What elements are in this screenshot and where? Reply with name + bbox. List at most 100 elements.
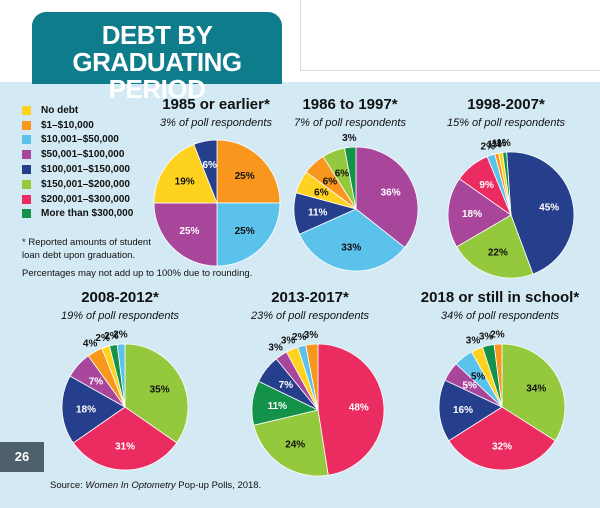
pie-data-label: 16% [453, 405, 473, 416]
pie-data-label: 25% [235, 226, 255, 237]
chart-title: 1985 or earlier* [162, 96, 270, 113]
pie-data-label: 1% [496, 138, 511, 149]
pie-data-label: 25% [235, 171, 255, 182]
legend-label: $10,001–$50,000 [41, 134, 119, 146]
pie-data-label: 4% [83, 338, 98, 349]
pie-data-label: 3% [466, 336, 481, 347]
pie-2013-2017: 48%24%11%7%3%3%2%3% [251, 330, 385, 477]
pie-slice [124, 343, 189, 444]
pie-data-label: 2% [113, 330, 128, 341]
legend-item: No debt [22, 103, 133, 118]
pie-slice [298, 208, 406, 272]
title-line-2: GRADUATING PERIOD [72, 47, 242, 104]
pie-slice [344, 146, 357, 210]
chart-subtitle: 23% of poll respondents [250, 310, 370, 322]
legend-swatch [22, 105, 31, 115]
pie-data-label: 25% [179, 226, 199, 237]
pie-2008-2012: 35%31%18%7%4%2%2%2% [61, 330, 189, 471]
pie-data-label: 31% [115, 442, 135, 453]
legend-label: $50,001–$100,000 [41, 149, 125, 161]
source-suffix: Pop-up Polls, 2018. [175, 480, 262, 491]
source-note: Source: Women In Optometry Pop-up Polls,… [50, 480, 261, 491]
pie-data-label: 2% [95, 333, 110, 344]
legend-swatch [22, 150, 31, 160]
pie-data-label: 1% [492, 138, 507, 149]
chart-title: 1998-2007* [467, 96, 545, 113]
legend-item: More than $300,000 [22, 207, 133, 222]
legend-item: $200,001–$300,000 [22, 192, 133, 207]
page-number: 26 [0, 442, 44, 472]
pie-data-label: 7% [89, 376, 104, 387]
pie-data-label: 32% [492, 442, 512, 453]
pie-data-label: 5% [471, 372, 486, 383]
pie-slice [216, 139, 281, 204]
pie-slice [61, 375, 126, 444]
pie-data-label: 33% [341, 243, 361, 254]
pie-data-label: 36% [381, 188, 401, 199]
legend-swatch [22, 165, 31, 175]
footnote-line-2: loan debt upon graduation. [22, 250, 136, 261]
pie-data-label: 3% [479, 331, 494, 342]
pie-data-label: 6% [202, 160, 217, 171]
pie-data-label: 3% [268, 342, 283, 353]
pie-slice [72, 406, 178, 471]
pie-slice [456, 214, 534, 279]
pie-data-label: 24% [285, 439, 305, 450]
pie-slice [193, 139, 218, 204]
pie-slice [447, 178, 512, 248]
pie-slice [153, 202, 218, 267]
legend-swatch [22, 135, 31, 145]
pie-data-label: 3% [304, 330, 319, 341]
source-prefix: Source: [50, 480, 86, 491]
chart-subtitle: 15% of poll respondents [446, 117, 566, 129]
chart-subtitle: 34% of poll respondents [440, 310, 560, 322]
corner-frame [300, 0, 600, 71]
pie-data-label: 19% [175, 177, 195, 188]
legend-swatch [22, 194, 31, 204]
pie-data-label: 2% [104, 331, 119, 342]
pie-data-label: 6% [323, 176, 338, 187]
pie-slice [317, 343, 385, 476]
legend-swatch [22, 209, 31, 219]
legend-item: $100,001–$150,000 [22, 162, 133, 177]
chart-title: 2008-2012* [81, 289, 159, 306]
legend-label: $100,001–$150,000 [41, 164, 130, 176]
legend-item: $1–$10,000 [22, 118, 133, 133]
rounding-note: Percentages may not add up to 100% due t… [22, 268, 253, 279]
legend-label: $1–$10,000 [41, 119, 94, 131]
pie-slice [253, 409, 329, 477]
pie-data-label: 35% [150, 384, 170, 395]
pie-data-label: 7% [279, 380, 294, 391]
pie-1998-2007: 45% 22% 18% 9% 2%1%1%1% [447, 138, 575, 279]
legend-item: $150,001–$200,000 [22, 177, 133, 192]
pie-slice [438, 379, 503, 442]
pie-data-label: 3% [281, 336, 296, 347]
legend-item: $10,001–$50,000 [22, 133, 133, 148]
pie-data-label: 18% [462, 209, 482, 220]
pie-data-label: 3% [342, 133, 357, 144]
footnote-line-1: * Reported amounts of student [22, 237, 151, 248]
legend-label: $200,001–$300,000 [41, 193, 130, 205]
pie-data-label: 9% [479, 180, 494, 191]
pie-data-label: 34% [526, 384, 546, 395]
pie-slice [355, 146, 419, 249]
chart-subtitle: 19% of poll respondents [60, 310, 180, 322]
pie-data-label: 11% [268, 401, 288, 412]
pie-1985-or-earlier: 25% 25% 25% 19% 6% [153, 139, 281, 267]
chart-subtitle: 7% of poll respondents [294, 117, 406, 129]
pie-slice [305, 343, 319, 411]
pie-1986-to-1997: 36%33%11%6%6%6%3% [293, 133, 419, 272]
legend-label: More than $300,000 [41, 208, 134, 220]
footnote: * Reported amounts of student loan debt … [22, 236, 151, 262]
pie-data-label: 2% [292, 332, 307, 343]
legend-item: $50,001–$100,000 [22, 147, 133, 162]
pie-data-label: 6% [314, 188, 329, 199]
pie-data-label: 22% [488, 247, 508, 258]
pie-slice [153, 143, 218, 204]
title-line-1: DEBT BY [101, 20, 213, 50]
chart-title: 2013-2017* [271, 289, 349, 306]
pie-data-label: 11% [308, 207, 328, 218]
pie-data-label: 48% [349, 402, 369, 413]
pie-slice [502, 151, 512, 216]
